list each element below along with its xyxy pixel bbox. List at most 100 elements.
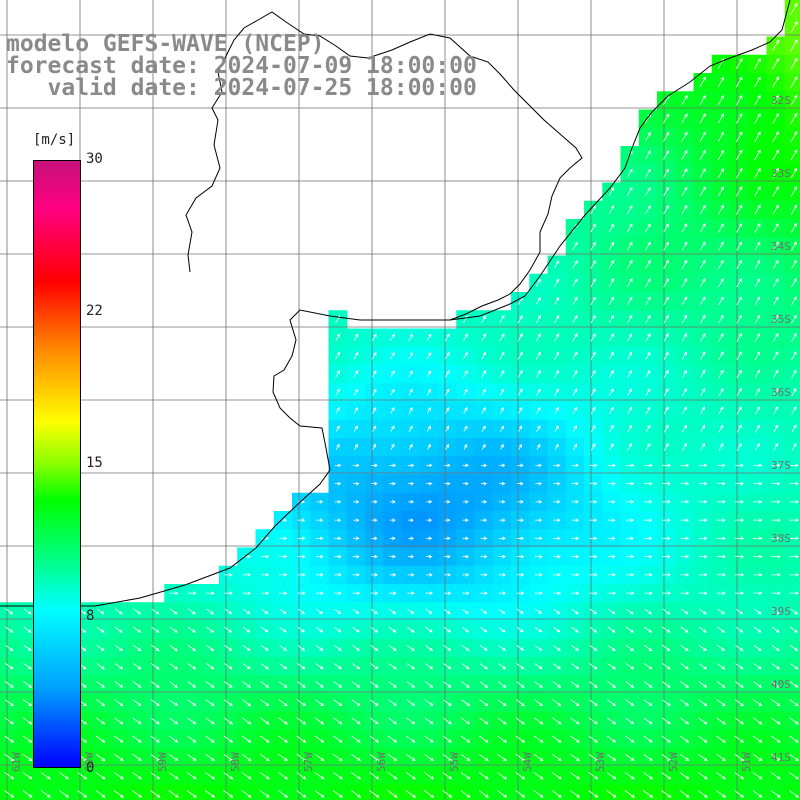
wind-speed-cell — [784, 693, 800, 713]
wind-speed-cell — [711, 784, 731, 800]
wind-arrow — [770, 735, 781, 743]
wind-arrow — [205, 591, 215, 595]
wind-arrow — [772, 278, 779, 288]
wind-arrow — [716, 481, 726, 486]
wind-arrow — [223, 699, 233, 706]
wind-arrow — [442, 753, 453, 761]
wind-arrow — [754, 58, 761, 70]
wind-arrow — [425, 644, 434, 651]
wind-arrow — [352, 554, 360, 559]
wind-arrow — [662, 518, 671, 522]
wind-arrow — [259, 753, 270, 762]
wind-arrow — [661, 735, 671, 743]
wind-speed-cell — [675, 383, 695, 403]
wind-arrow — [515, 753, 526, 762]
wind-arrow — [790, 626, 799, 633]
wind-arrow — [371, 518, 378, 522]
wind-arrow — [789, 481, 799, 486]
wind-speed-cell — [748, 73, 768, 92]
wind-speed-cell — [383, 365, 403, 384]
wind-arrow — [261, 626, 269, 633]
wind-arrow — [608, 333, 614, 342]
wind-arrow — [369, 735, 379, 743]
wind-arrow — [297, 591, 306, 595]
wind-speed-cell — [784, 182, 800, 202]
wind-arrow — [754, 332, 761, 342]
wind-arrow — [478, 753, 489, 762]
wind-arrow — [589, 481, 598, 486]
wind-arrow — [607, 518, 616, 522]
wind-speed-cell — [693, 292, 713, 311]
wind-speed-cell — [474, 401, 494, 421]
wind-arrow — [279, 591, 288, 595]
wind-speed-cell — [383, 346, 403, 366]
wind-speed-cell — [730, 219, 749, 238]
wind-arrow — [699, 168, 706, 179]
wind-arrow — [625, 608, 634, 615]
wind-speed-cell — [638, 365, 658, 384]
wind-speed-cell — [766, 365, 786, 384]
wind-arrow — [589, 518, 598, 522]
wind-speed-cell — [456, 310, 476, 330]
wind-speed-cell — [547, 383, 567, 403]
wind-arrow — [444, 573, 452, 577]
wind-arrow — [389, 463, 397, 468]
wind-arrow — [699, 204, 706, 215]
wind-speed-cell — [675, 200, 695, 220]
wind-speed-cell — [638, 219, 658, 238]
wind-arrow — [516, 573, 525, 577]
wind-speed-cell — [547, 310, 567, 330]
wind-arrow — [443, 681, 452, 688]
wind-speed-cell — [584, 292, 603, 311]
wind-arrow — [607, 626, 616, 633]
wind-speed-cell — [200, 784, 220, 800]
wind-speed-cell — [693, 419, 713, 439]
wind-arrow — [515, 772, 526, 780]
wind-arrow — [426, 425, 431, 432]
wind-arrow — [460, 753, 471, 761]
wind-arrow — [205, 772, 216, 780]
wind-arrow — [681, 388, 687, 397]
wind-arrow — [535, 351, 541, 360]
longitude-labels: 61W 60W 59W 58W 57W 56W 55W 54W 53W 52W … — [10, 752, 753, 772]
wind-arrow — [663, 369, 669, 378]
wind-speed-cell — [602, 292, 622, 311]
wind-arrow — [242, 573, 252, 577]
wind-arrow — [333, 645, 342, 651]
wind-arrow — [315, 591, 324, 595]
wind-arrow — [590, 443, 596, 451]
wind-arrow — [625, 591, 635, 595]
wind-arrow — [571, 591, 580, 595]
lon-label: 55W — [448, 752, 461, 772]
wind-speed-cell — [784, 346, 800, 366]
wind-arrow — [645, 241, 651, 251]
wind-speed-cell — [693, 365, 713, 384]
wind-arrow — [334, 591, 342, 595]
wind-arrow — [426, 370, 432, 378]
wind-arrow — [553, 608, 561, 615]
wind-arrow — [389, 554, 396, 559]
wind-arrow — [697, 790, 708, 798]
wind-arrow — [700, 333, 706, 342]
wind-arrow — [552, 663, 561, 670]
wind-arrow — [679, 753, 690, 761]
wind-arrow — [571, 518, 580, 522]
wind-arrow — [132, 772, 143, 780]
wind-arrow — [369, 717, 379, 725]
wind-arrow — [260, 699, 270, 707]
wind-arrow — [790, 21, 798, 34]
wind-speed-cell — [748, 784, 768, 800]
wind-speed-cell — [675, 365, 695, 384]
wind-speed-cell — [657, 146, 676, 165]
wind-arrow — [589, 463, 598, 468]
wind-arrow — [627, 369, 633, 378]
wind-arrow — [518, 443, 523, 450]
wind-speed-cell — [766, 784, 786, 800]
wind-speed-cell — [657, 328, 676, 348]
wind-arrow — [150, 790, 161, 798]
wind-arrow — [698, 573, 708, 577]
wind-speed-cell — [675, 109, 695, 129]
wind-arrow — [498, 554, 506, 559]
wind-arrow — [681, 333, 688, 342]
wind-arrow — [609, 443, 614, 451]
